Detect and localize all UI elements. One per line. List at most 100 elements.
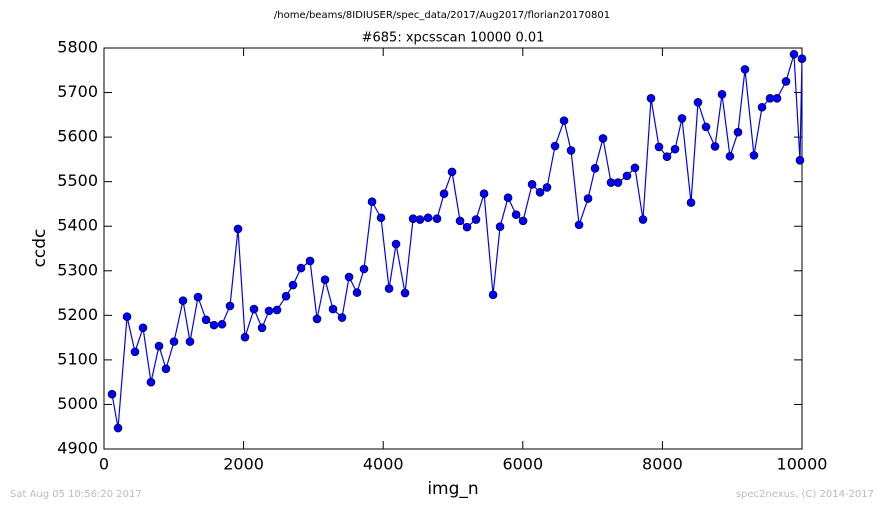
data-point [185, 337, 195, 346]
y-tick-label: 5800 [57, 38, 98, 57]
data-point [781, 77, 791, 86]
data-point [542, 183, 552, 192]
y-tick-label: 5700 [57, 82, 98, 101]
y-tick-label: 5400 [57, 216, 98, 235]
data-point [574, 220, 584, 230]
data-point [169, 337, 179, 346]
data-point [161, 364, 171, 374]
data-point [740, 65, 750, 74]
data-point [209, 320, 219, 330]
data-point [113, 423, 123, 433]
data-point [193, 292, 203, 302]
data-point [757, 102, 767, 112]
data-point [122, 312, 132, 321]
y-tick-label: 4900 [57, 439, 98, 458]
data-point [107, 389, 117, 399]
data-point [613, 178, 623, 187]
data-point [288, 280, 298, 290]
data-point [320, 275, 330, 284]
data-point [795, 155, 805, 165]
data-point [344, 272, 354, 282]
data-point [400, 288, 410, 298]
data-point [717, 90, 727, 99]
y-tick-label: 5300 [57, 260, 98, 279]
data-point [447, 167, 457, 177]
data-point [225, 301, 235, 311]
data-point [201, 315, 211, 325]
footer-right: spec2nexus, (C) 2014-2017 [736, 489, 874, 500]
data-point [797, 54, 807, 63]
data-point [249, 304, 259, 314]
data-point [337, 313, 347, 322]
data-point [264, 306, 274, 316]
data-point [488, 290, 498, 300]
data-point [559, 116, 569, 125]
data-point [423, 213, 433, 223]
y-tick-label: 5100 [57, 349, 98, 368]
data-point [233, 224, 243, 234]
data-point [439, 189, 449, 198]
data-point [455, 216, 465, 226]
data-point [662, 152, 672, 162]
data-point [630, 163, 640, 173]
data-point [462, 222, 472, 232]
data-point [479, 189, 489, 198]
data-point [471, 215, 481, 224]
data-point [518, 216, 528, 226]
y-tick-label: 5200 [57, 305, 98, 324]
data-point [367, 197, 377, 207]
data-point [789, 49, 799, 59]
data-point [646, 94, 656, 103]
x-tick-label: 2000 [223, 455, 264, 474]
data-point [352, 288, 362, 297]
data-point [138, 323, 148, 333]
y-tick-label: 5000 [57, 394, 98, 413]
header: /home/beams/8IDIUSER/spec_data/2017/Aug2… [274, 10, 610, 21]
data-point [240, 332, 250, 342]
chart-title: #685: xpcsscan 10000 0.01 [362, 31, 545, 46]
data-point [566, 146, 576, 155]
data-point [257, 323, 267, 333]
data-point [511, 210, 521, 219]
data-point [693, 98, 703, 107]
data-point [677, 114, 687, 123]
data-point [272, 305, 282, 315]
series-line [111, 54, 803, 429]
data-point [432, 214, 442, 223]
data-point [622, 171, 632, 181]
data-point [376, 213, 386, 223]
y-tick-label: 5500 [57, 171, 98, 190]
data-point [670, 144, 680, 154]
data-point [178, 296, 188, 305]
data-point [217, 319, 227, 329]
x-tick-label: 0 [99, 455, 109, 474]
axes-frame [103, 47, 803, 450]
data-point [415, 215, 425, 224]
x-axis-label: img_n [427, 479, 478, 499]
data-point [654, 142, 664, 152]
data-point [725, 151, 735, 161]
data-point [384, 284, 394, 293]
data-point [686, 198, 696, 207]
data-point [305, 256, 315, 266]
x-tick-label: 10000 [777, 455, 828, 474]
data-point [638, 215, 648, 224]
data-point [535, 188, 545, 197]
x-tick-label: 4000 [363, 455, 404, 474]
data-point [359, 264, 369, 274]
data-point [710, 142, 720, 151]
x-tick-label: 6000 [502, 455, 543, 474]
data-point [281, 291, 291, 301]
data-point [701, 122, 711, 132]
data-point [550, 141, 560, 151]
data-point [328, 304, 338, 314]
data-point [391, 239, 401, 249]
data-point [733, 127, 743, 137]
data-point [583, 194, 593, 203]
data-point [749, 151, 759, 160]
data-point [130, 347, 140, 357]
data-point [772, 94, 782, 103]
y-tick-label: 5600 [57, 127, 98, 146]
footer-left: Sat Aug 05 10:56:20 2017 [10, 489, 142, 500]
